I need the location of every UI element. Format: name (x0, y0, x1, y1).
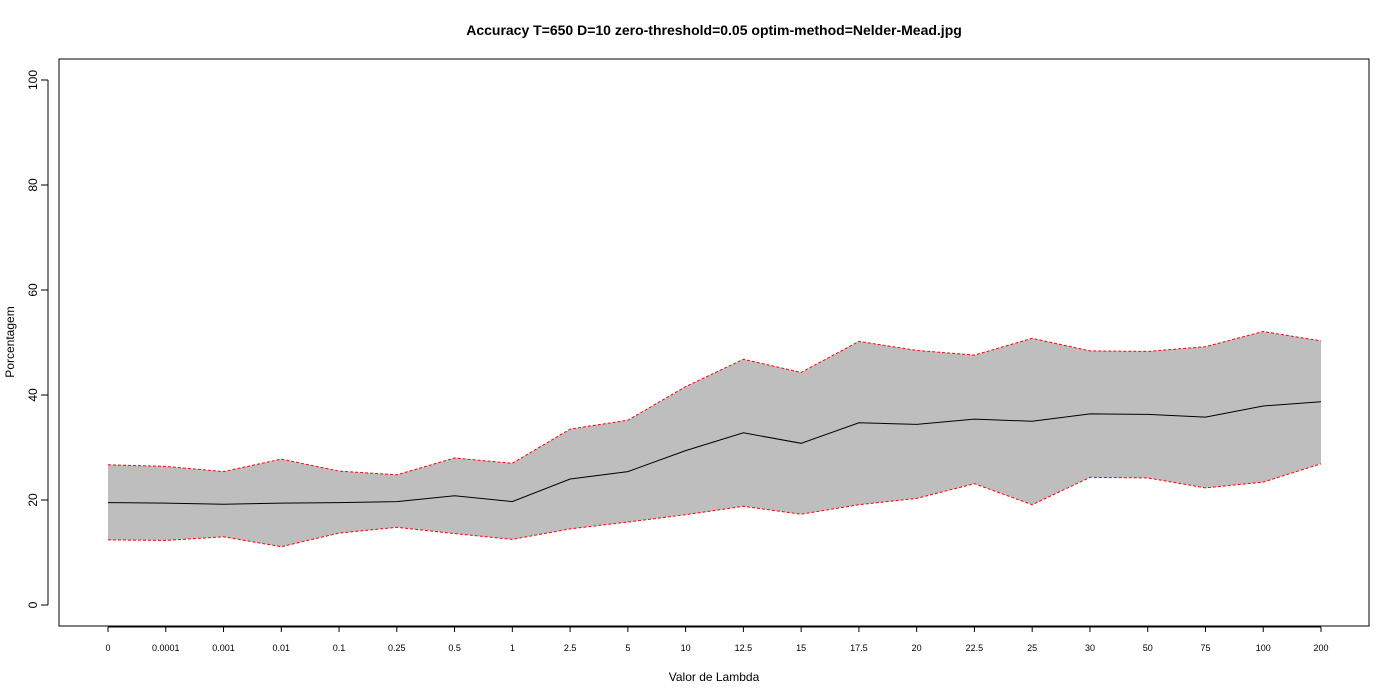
x-tick-label-7: 1 (510, 643, 515, 653)
x-tick-label-1: 0.0001 (152, 643, 180, 653)
x-tick-label-17: 30 (1085, 643, 1095, 653)
y-tick-label-100: 100 (26, 70, 40, 90)
chart-title: Accuracy T=650 D=10 zero-threshold=0.05 … (466, 22, 962, 38)
x-tick-label-9: 5 (625, 643, 630, 653)
x-tick-label-18: 50 (1143, 643, 1153, 653)
x-tick-label-20: 100 (1256, 643, 1271, 653)
x-tick-label-21: 200 (1313, 643, 1328, 653)
x-tick-label-5: 0.25 (388, 643, 406, 653)
x-tick-label-11: 12.5 (735, 643, 753, 653)
x-tick-label-16: 25 (1027, 643, 1037, 653)
x-tick-label-13: 17.5 (850, 643, 868, 653)
y-tick-label-20: 20 (26, 493, 40, 507)
y-tick-label-40: 40 (26, 388, 40, 402)
y-tick-label-0: 0 (26, 601, 40, 608)
y-tick-label-80: 80 (26, 178, 40, 192)
y-tick-label-60: 60 (26, 283, 40, 297)
confidence-band (108, 331, 1321, 547)
x-tick-label-19: 75 (1200, 643, 1210, 653)
x-tick-label-15: 22.5 (966, 643, 984, 653)
lower-bound-line (107, 463, 1322, 548)
x-tick-label-3: 0.01 (273, 643, 291, 653)
x-tick-label-4: 0.1 (333, 643, 346, 653)
x-tick-label-8: 2.5 (564, 643, 577, 653)
x-tick-label-6: 0.5 (448, 643, 461, 653)
x-tick-label-12: 15 (796, 643, 806, 653)
x-axis-label: Valor de Lambda (669, 670, 760, 684)
plot-frame (58, 58, 1370, 627)
x-tick-label-2: 0.001 (212, 643, 235, 653)
x-tick-label-10: 10 (681, 643, 691, 653)
upper-bound-line (107, 330, 1322, 476)
x-tick-label-0: 0 (105, 643, 110, 653)
y-axis-label: Porcentagem (3, 306, 17, 377)
x-tick-label-14: 20 (912, 643, 922, 653)
mean-line (107, 401, 1322, 505)
